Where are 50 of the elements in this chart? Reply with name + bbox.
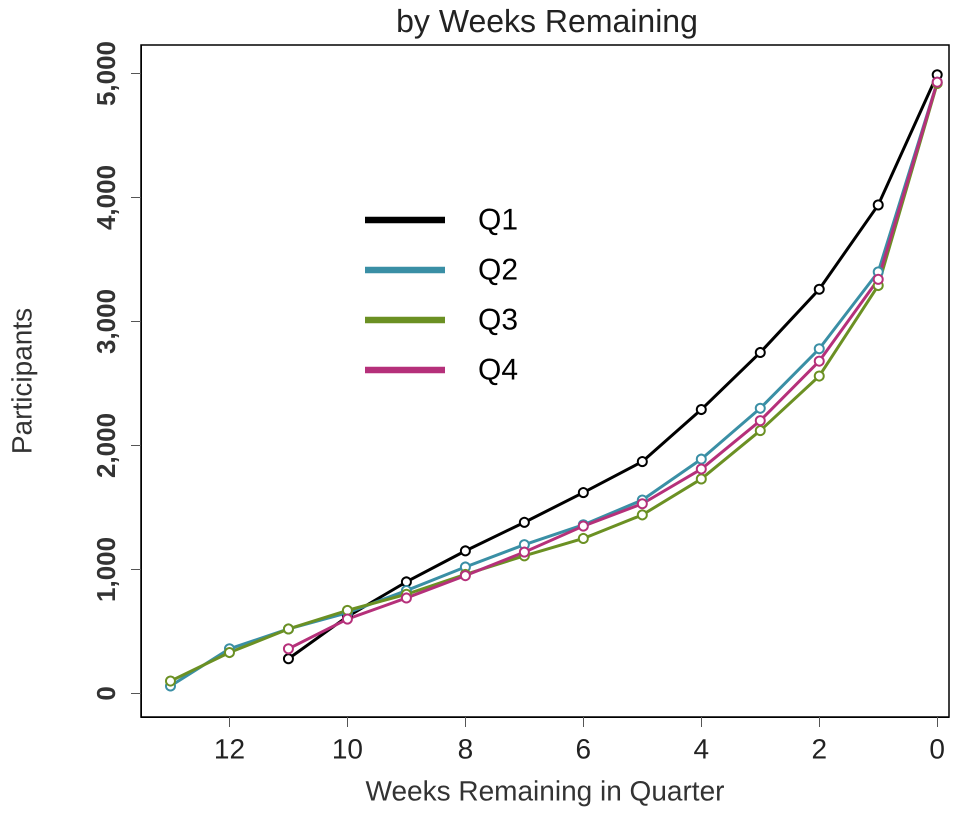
point: [342, 604, 353, 616]
point: [696, 473, 707, 484]
x-tick-label: 6: [576, 734, 592, 764]
point: [400, 592, 412, 604]
y-tick-label: 1,000: [91, 536, 121, 602]
point: [754, 402, 766, 414]
point: [814, 343, 825, 354]
point: [578, 487, 589, 498]
point: [814, 370, 825, 382]
legend-label: Q3: [478, 304, 518, 336]
point: [814, 356, 825, 367]
y-tick-label: 0: [91, 686, 121, 701]
point: [754, 425, 766, 436]
x-tick-label: 10: [332, 734, 363, 764]
y-tick-label: 4,000: [91, 164, 121, 230]
point: [282, 643, 294, 654]
point: [636, 456, 648, 468]
x-tick-label: 2: [811, 734, 828, 764]
point: [518, 546, 530, 558]
point: [754, 346, 766, 358]
point: [754, 415, 766, 426]
x-tick-label: 12: [214, 734, 246, 764]
y-axis-title: Participants: [6, 308, 38, 454]
point: [460, 545, 471, 556]
point: [636, 509, 648, 520]
point: [872, 199, 884, 210]
legend-label: Q2: [478, 254, 518, 286]
point: [814, 284, 825, 295]
legend-label: Q4: [478, 354, 518, 386]
x-tick-label: 8: [458, 734, 474, 764]
chart-title: by Weeks Remaining: [396, 3, 698, 39]
point: [342, 614, 353, 625]
y-tick-label: 3,000: [91, 288, 121, 354]
point: [696, 464, 707, 475]
point: [636, 498, 648, 510]
x-axis-title: Weeks Remaining in Quarter: [366, 776, 724, 806]
y-tick-label: 2,000: [91, 412, 121, 478]
x-tick-label: 0: [929, 734, 945, 764]
point: [518, 516, 530, 528]
x-tick-label: 4: [694, 734, 710, 764]
point: [282, 653, 294, 664]
point: [400, 576, 412, 588]
point: [872, 274, 884, 285]
point: [165, 676, 176, 687]
legend-label: Q1: [478, 204, 518, 236]
point: [696, 404, 707, 416]
point: [224, 647, 235, 658]
y-tick-label: 5,000: [91, 40, 121, 106]
point: [578, 532, 589, 544]
point: [696, 454, 707, 465]
